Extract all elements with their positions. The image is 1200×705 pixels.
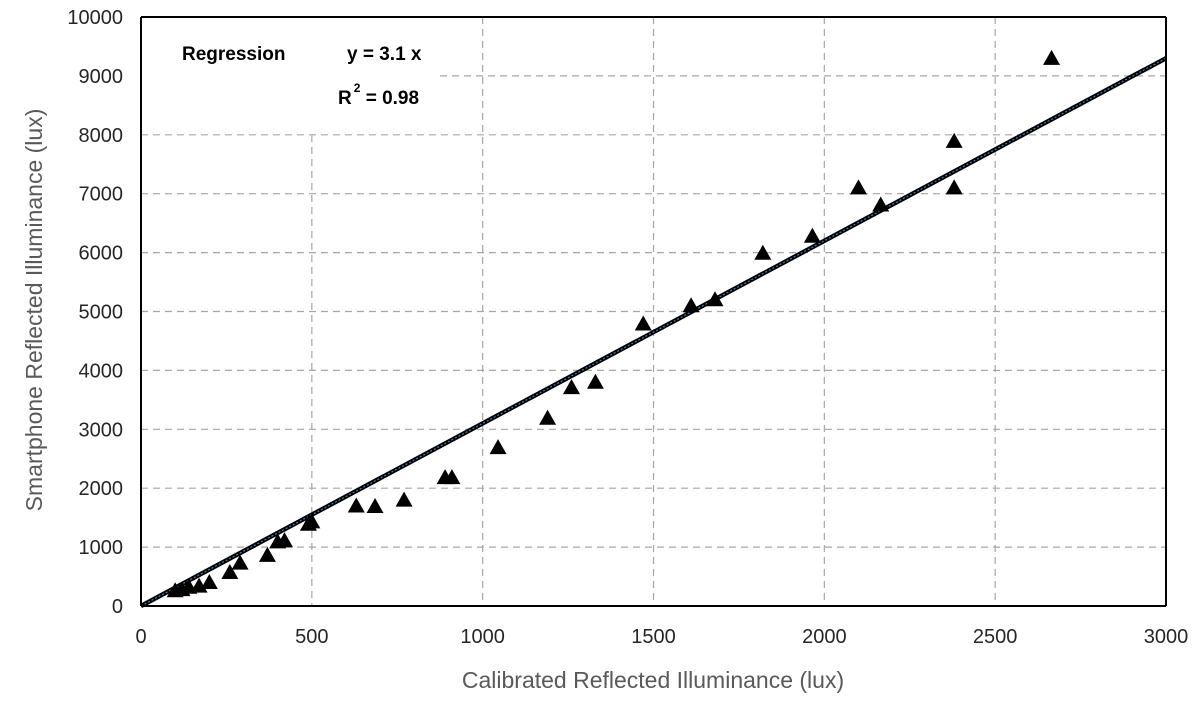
data-point-19 [563,379,580,395]
data-point-28 [945,132,963,148]
annotation-label: Regression [182,44,285,65]
gridlines [141,17,1166,606]
x-tick-label-2: 1000 [460,626,505,648]
y-tick-label-0: 0 [112,596,123,618]
x-tick-label-3: 1500 [631,626,676,648]
data-point-12 [347,497,365,513]
y-tick-label-7: 7000 [79,184,124,206]
data-point-22 [682,297,700,313]
annotation-r2-prefix: R [338,88,352,109]
data-point-25 [803,227,821,243]
y-tick-label-2: 2000 [79,478,124,500]
x-axis-title: Calibrated Reflected Illuminance (lux) [462,667,844,693]
annotation-r2-sup: 2 [354,81,361,95]
y-tick-label-10: 10000 [67,7,123,29]
x-tick-label-1: 500 [295,626,328,648]
data-point-7 [258,546,276,562]
data-point-18 [539,409,557,425]
y-tick-labels: 0 1000 2000 3000 4000 5000 6000 7000 8000 9000 100… [67,7,123,618]
x-tick-label-5: 2500 [973,626,1018,648]
x-tick-label-4: 2000 [802,626,847,648]
data-point-29 [945,179,963,195]
data-point-20 [586,373,604,389]
data-point-17 [489,439,507,455]
y-tick-label-8: 8000 [79,125,124,147]
x-tick-label-0: 0 [135,626,146,648]
y-tick-label-3: 3000 [79,419,124,441]
data-point-13 [366,498,384,514]
y-axis-title: Smartphone Reflected Illuminance (lux) [21,109,47,512]
y-tick-label-5: 5000 [79,302,124,324]
data-point-11 [303,513,321,529]
annotation-equation: y = 3.1 x [347,44,422,65]
data-point-9 [276,532,293,548]
data-point-16 [443,469,461,485]
x-tick-label-6: 3000 [1144,626,1189,648]
data-point-6 [231,554,249,570]
data-points [166,49,1061,598]
data-point-30 [1043,49,1061,65]
data-point-4 [200,574,218,590]
y-tick-label-6: 6000 [79,243,124,265]
data-point-26 [850,179,867,195]
data-point-14 [395,491,413,507]
data-point-5 [221,564,239,580]
data-point-24 [754,244,772,260]
x-tick-labels: 0 500 1000 1500 2000 2500 3000 [135,626,1188,648]
y-tick-label-4: 4000 [79,360,124,382]
axes [140,16,1167,607]
annotation-r2-value: = 0.98 [360,88,419,109]
data-point-21 [634,315,652,331]
y-tick-label-1: 1000 [79,537,124,559]
data-point-27 [872,196,890,212]
data-point-23 [706,291,724,307]
y-tick-label-9: 9000 [79,66,124,88]
